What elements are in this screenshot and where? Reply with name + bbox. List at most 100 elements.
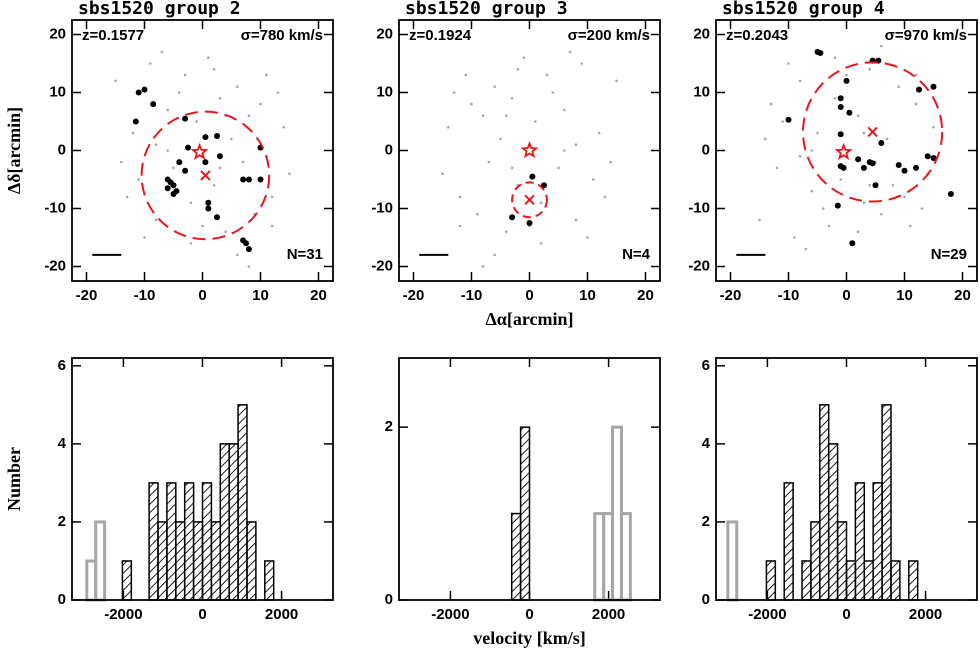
background-galaxy — [178, 91, 181, 94]
y-tick-label: 4 — [58, 435, 67, 452]
background-galaxy — [458, 224, 462, 228]
x-tick-label: -2000 — [431, 606, 469, 623]
member-galaxy — [872, 182, 879, 189]
member-galaxy — [913, 164, 920, 171]
member-galaxy — [529, 173, 536, 180]
member-histogram-bar — [845, 560, 857, 601]
background-galaxy — [810, 189, 813, 193]
background-galaxy — [787, 62, 790, 65]
background-galaxy — [574, 218, 578, 222]
background-galaxy — [212, 184, 216, 187]
member-histogram-bar — [836, 521, 848, 601]
panel-title: sbs1520 group 4 — [722, 0, 885, 19]
background-galaxy — [441, 172, 444, 175]
background-galaxy — [183, 73, 187, 77]
background-histogram-bar — [726, 520, 739, 602]
member-histogram-bar — [827, 443, 839, 601]
panel: -20 -10 0 10 20 -20 -10 0 10 20 sbs1520 group 4 z=0… — [688, 0, 978, 304]
background-galaxy — [597, 131, 601, 135]
x-tick-label: 10 — [896, 287, 913, 304]
background-galaxy — [487, 160, 491, 164]
background-galaxy — [798, 155, 802, 158]
member-galaxy — [205, 199, 212, 206]
background-galaxy — [510, 97, 514, 100]
member-galaxy — [526, 220, 533, 226]
x-tick-label: -2000 — [748, 606, 786, 623]
background-galaxy — [804, 247, 808, 251]
background-galaxy — [775, 166, 779, 170]
background-galaxy — [172, 166, 175, 170]
member-galaxy — [132, 118, 139, 125]
member-histogram-bar — [121, 560, 133, 601]
x-tick-label: 0 — [842, 606, 850, 623]
source-star — [190, 142, 209, 160]
background-galaxy — [236, 85, 239, 88]
y-axis-label: Number — [4, 447, 24, 511]
background-galaxy — [551, 91, 554, 94]
background-galaxy — [816, 131, 819, 135]
member-galaxy — [895, 162, 902, 168]
member-galaxy — [216, 153, 223, 160]
background-galaxy — [230, 137, 233, 141]
background-galaxy — [247, 265, 251, 268]
background-galaxy — [516, 68, 520, 71]
background-galaxy — [758, 218, 761, 222]
annotation: N=31 — [287, 246, 323, 263]
y-tick-label: -20 — [371, 257, 393, 274]
background-galaxy — [447, 126, 450, 129]
member-galaxy — [257, 176, 264, 183]
member-galaxy — [202, 159, 209, 166]
background-galaxy — [845, 73, 848, 77]
member-histogram-bar — [210, 521, 222, 601]
y-tick-label: 2 — [385, 418, 393, 435]
background-galaxy — [932, 126, 935, 129]
background-galaxy — [781, 120, 784, 123]
panel: -2000 0 2000 0 2 velocity [km/s] — [385, 357, 661, 648]
member-galaxy — [164, 185, 171, 192]
background-galaxy — [534, 120, 537, 123]
y-tick-label: 6 — [702, 357, 710, 374]
y-tick-label: -20 — [688, 257, 710, 274]
background-galaxy — [769, 102, 773, 106]
background-galaxy — [166, 108, 169, 112]
member-galaxy — [141, 86, 148, 93]
x-tick-label: -10 — [134, 287, 156, 304]
x-tick-label: 0 — [198, 606, 206, 623]
member-histogram-bar — [810, 521, 821, 601]
member-galaxy — [869, 160, 876, 167]
member-histogram-bar — [237, 404, 248, 601]
member-histogram-bar — [783, 482, 794, 601]
background-galaxy — [914, 73, 918, 77]
background-galaxy — [580, 62, 583, 65]
x-tick-label: 2000 — [909, 606, 942, 623]
plot-frame — [715, 357, 978, 601]
member-galaxy — [840, 164, 847, 171]
background-galaxy — [764, 137, 767, 141]
background-galaxy — [568, 50, 572, 54]
member-galaxy — [843, 77, 850, 84]
member-histogram-bar — [246, 521, 257, 601]
background-galaxy — [522, 56, 525, 59]
background-galaxy — [833, 97, 837, 100]
background-galaxy — [539, 242, 543, 245]
background-galaxy — [476, 213, 479, 216]
member-histogram-bar — [148, 482, 159, 601]
member-galaxy — [245, 246, 252, 253]
y-tick-label: 0 — [702, 141, 710, 158]
y-tick-label: 20 — [49, 25, 66, 42]
y-tick-label: 10 — [693, 83, 710, 100]
group-radius — [511, 181, 548, 219]
member-galaxy — [182, 115, 189, 122]
x-tick-label: 2000 — [265, 606, 298, 623]
member-galaxy — [785, 116, 792, 123]
background-galaxy — [207, 56, 210, 59]
member-histogram-bar — [175, 521, 186, 601]
background-galaxy — [833, 56, 837, 59]
x-tick-label: -20 — [76, 287, 98, 304]
background-galaxy — [452, 91, 456, 94]
group-center — [867, 126, 878, 138]
member-histogram-bar — [854, 482, 866, 601]
member-galaxy — [135, 89, 142, 96]
x-tick-label: 0 — [198, 287, 206, 304]
